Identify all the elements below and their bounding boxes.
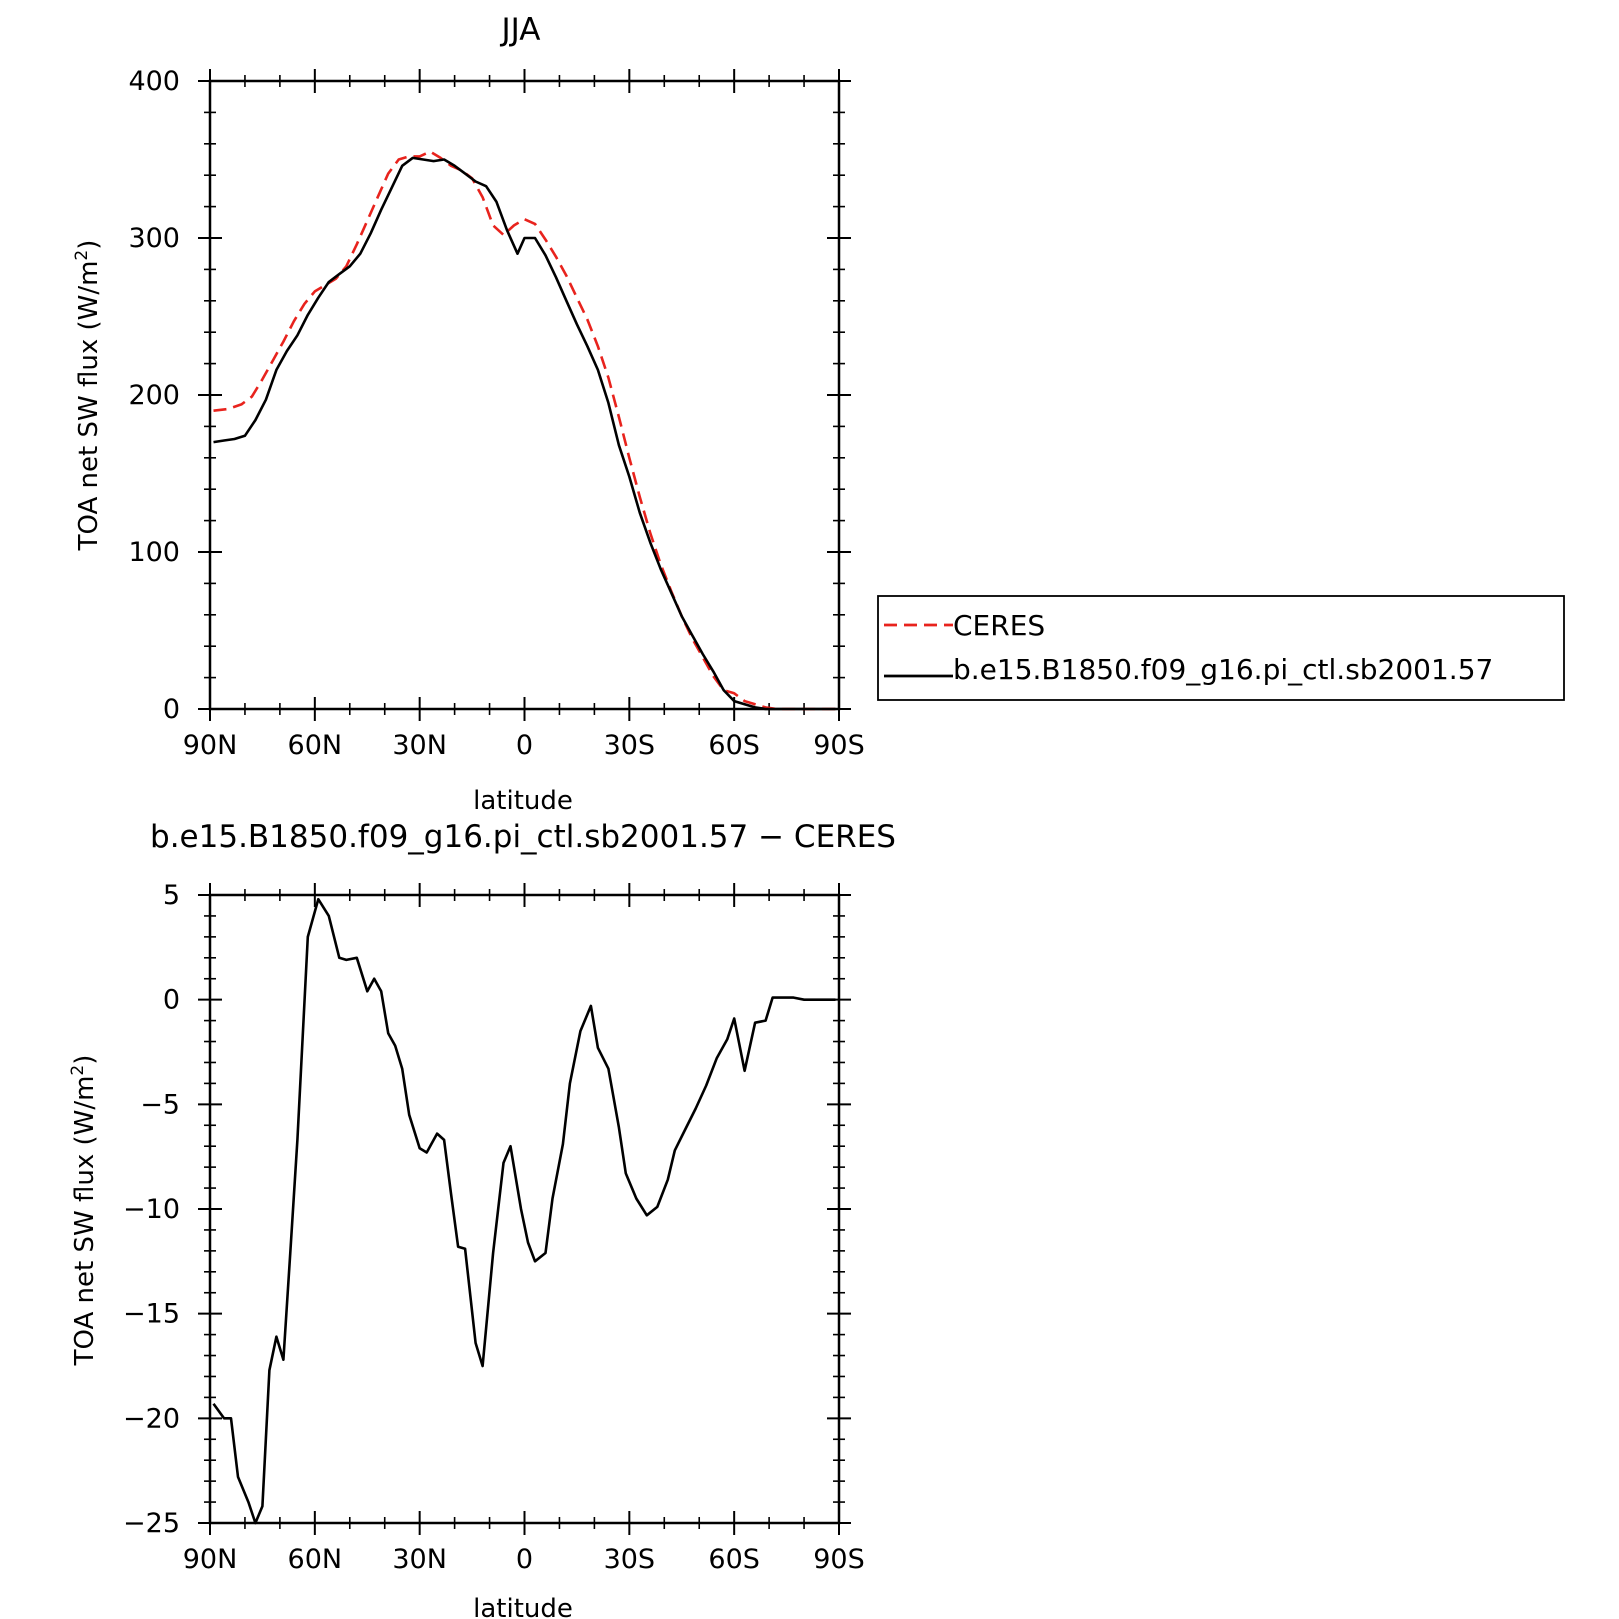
bottom-series-line-0 [212, 897, 836, 1525]
bottom-y-tick-label: −25 [123, 1508, 180, 1539]
bottom-y-tick-label: 5 [163, 880, 180, 911]
top-x-tick-label: 90N [183, 730, 238, 761]
top-panel-ticks [198, 69, 851, 721]
top-plot-frame [208, 79, 841, 711]
top-panel-x-axis-title: latitude [473, 786, 573, 816]
bottom-x-tick-label: 60N [288, 1544, 343, 1575]
top-y-tick-label: 400 [128, 66, 180, 97]
bottom-x-tick-label: 30S [604, 1544, 656, 1575]
top-series-line-0 [213, 150, 836, 711]
top-panel-y-axis-title-close: ) [74, 240, 104, 250]
legend-label-ceres: CERES [953, 609, 1045, 642]
bottom-x-tick-label: 90N [183, 1544, 238, 1575]
bottom-y-tick-label: −10 [123, 1194, 180, 1225]
legend: CERES b.e15.B1850.f09_g16.pi_ctl.sb2001.… [877, 595, 1565, 701]
bottom-panel-series-lines [212, 897, 836, 1525]
top-y-tick-label: 200 [128, 380, 180, 411]
top-x-tick-label: 90S [813, 730, 865, 761]
bottom-panel-x-axis-title: latitude [473, 1594, 573, 1619]
bottom-panel-y-axis-title: TOA net SW flux (W/m2) [68, 1055, 100, 1367]
top-x-tick-label: 30S [604, 730, 656, 761]
bottom-x-tick-label: 0 [516, 1544, 533, 1575]
top-y-tick-label: 300 [128, 223, 180, 254]
top-panel-y-axis-title-sup: 2 [72, 250, 92, 261]
top-panel: JJA 90N 60N 30N 0 30S 60S 90S 0 100 200 300 400 la… [72, 12, 1565, 816]
bottom-x-tick-label: 60S [708, 1544, 760, 1575]
legend-label-model: b.e15.B1850.f09_g16.pi_ctl.sb2001.57 [953, 653, 1493, 686]
bottom-y-tick-label: −20 [123, 1403, 180, 1434]
top-series-line-1 [213, 156, 836, 711]
top-panel-series-lines [213, 150, 836, 711]
top-x-tick-label: 60N [288, 730, 343, 761]
bottom-panel-y-axis-title-sup: 2 [68, 1065, 88, 1076]
top-x-tick-label: 60S [708, 730, 760, 761]
legend-box [877, 595, 1565, 701]
bottom-panel-ticks [198, 883, 851, 1535]
bottom-panel: b.e15.B1850.f09_g16.pi_ctl.sb2001.57 − C… [68, 819, 896, 1619]
top-panel-x-tick-labels: 90N 60N 30N 0 30S 60S 90S [183, 730, 865, 761]
bottom-panel-y-axis-title-close: ) [70, 1055, 100, 1065]
bottom-panel-x-tick-labels: 90N 60N 30N 0 30S 60S 90S [183, 1544, 865, 1575]
bottom-x-tick-label: 90S [813, 1544, 865, 1575]
top-panel-title: JJA [500, 12, 541, 48]
bottom-y-tick-label: −15 [123, 1299, 180, 1330]
bottom-panel-title: b.e15.B1850.f09_g16.pi_ctl.sb2001.57 − C… [150, 819, 896, 855]
top-panel-y-axis-title-main: TOA net SW flux (W/m [74, 261, 104, 552]
bottom-panel-y-tick-labels: −25 −20 −15 −10 −5 0 5 [123, 880, 180, 1539]
top-x-tick-label: 30N [392, 730, 447, 761]
bottom-y-tick-label: −5 [140, 1089, 180, 1120]
bottom-y-tick-label: 0 [163, 985, 180, 1016]
bottom-panel-y-axis-title-main: TOA net SW flux (W/m [70, 1076, 100, 1367]
top-x-tick-label: 0 [516, 730, 533, 761]
top-panel-y-tick-labels: 0 100 200 300 400 [128, 66, 180, 725]
top-panel-y-axis-title: TOA net SW flux (W/m2) [72, 240, 104, 552]
top-y-tick-label: 100 [128, 537, 180, 568]
bottom-x-tick-label: 30N [392, 1544, 447, 1575]
top-y-tick-label: 0 [163, 694, 180, 725]
